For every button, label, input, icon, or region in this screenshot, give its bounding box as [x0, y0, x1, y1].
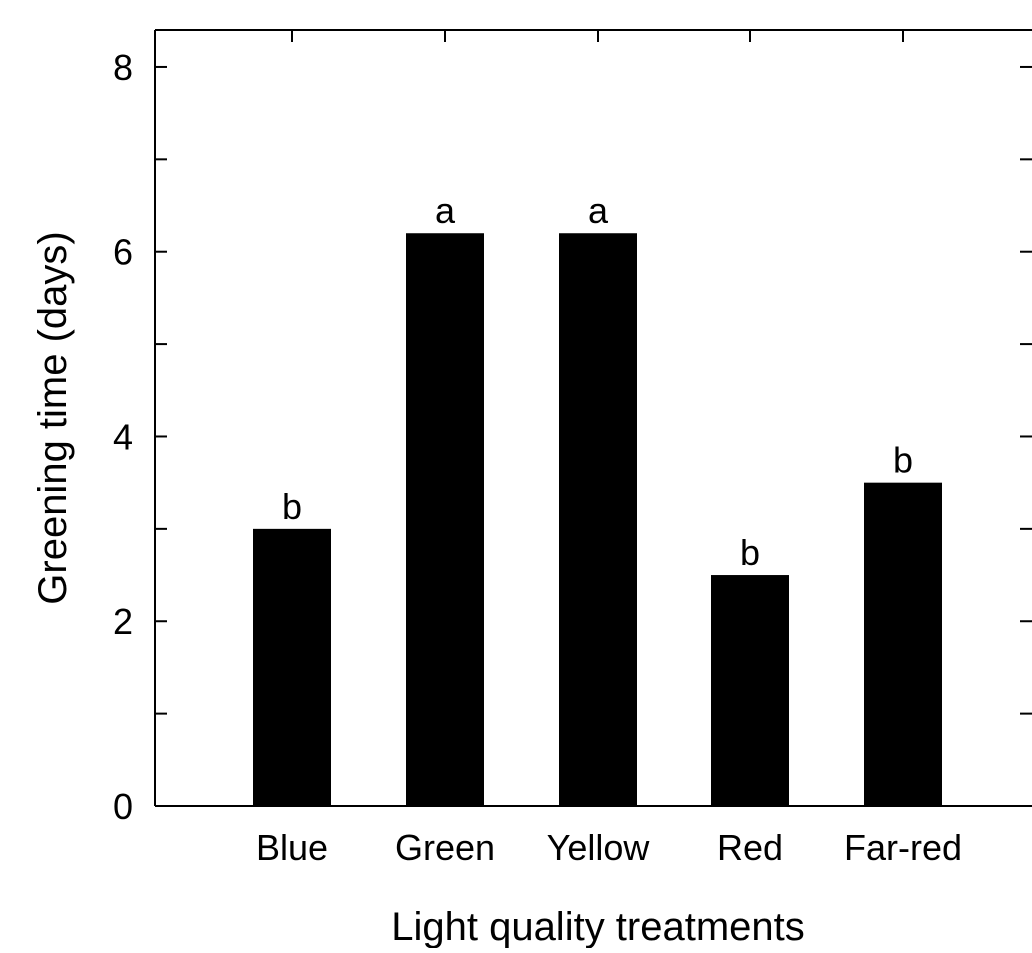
x-category-label: Blue [256, 827, 328, 868]
labels: 0 2 4 6 8 Blue b Green a Yellow a Red b Far-red b [113, 47, 962, 868]
bar-far-red [864, 482, 942, 806]
bar-blue [253, 528, 331, 806]
significance-letter: b [740, 532, 760, 573]
significance-letter: a [588, 190, 609, 231]
x-category-label: Yellow [547, 827, 651, 868]
bar-yellow [559, 233, 637, 806]
bars [253, 233, 942, 806]
y-tick-label: 8 [113, 47, 133, 88]
x-category-label: Red [717, 827, 783, 868]
bar-green [406, 233, 484, 806]
x-axis-title: Light quality treatments [391, 905, 805, 948]
significance-letter: a [435, 190, 456, 231]
y-tick-label: 4 [113, 416, 133, 457]
y-axis-title: Greening time (days) [31, 231, 75, 604]
significance-letter: b [893, 440, 913, 481]
x-category-label: Far-red [844, 827, 962, 868]
y-tick-label: 6 [113, 232, 133, 273]
bar-red [711, 575, 789, 806]
y-tick-label: 0 [113, 786, 133, 827]
y-tick-label: 2 [113, 601, 133, 642]
significance-letter: b [282, 486, 302, 527]
x-category-label: Green [395, 827, 495, 868]
